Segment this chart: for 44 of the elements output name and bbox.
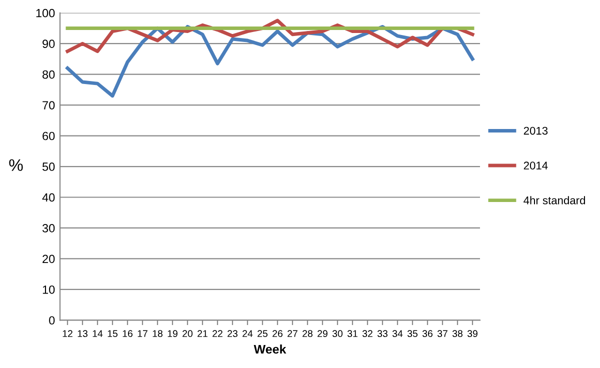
x-tick-label: 31: [347, 330, 358, 338]
x-tick-label: 13: [78, 330, 88, 338]
x-tick-label: 21: [198, 330, 208, 337]
y-axis-title: %: [9, 159, 23, 171]
legend-label: 2014: [524, 162, 548, 170]
x-tick-label: 16: [122, 330, 132, 338]
x-tick-label: 29: [318, 330, 328, 338]
y-tick-label: 30: [42, 224, 55, 232]
x-tick-label: 19: [168, 330, 178, 338]
x-tick-label: 36: [422, 330, 432, 338]
x-tick-label: 26: [272, 330, 282, 338]
x-tick-label: 35: [407, 330, 418, 338]
x-tick-label: 17: [138, 330, 148, 337]
x-tick-label: 25: [258, 330, 268, 338]
x-tick-label: 33: [377, 330, 388, 338]
x-axis-title: Week: [254, 344, 286, 354]
y-tick-label: 80: [42, 70, 55, 79]
x-tick-label: 32: [362, 330, 372, 338]
y-tick-label: 90: [42, 40, 55, 48]
x-tick-label: 12: [62, 330, 72, 337]
x-tick-label: 24: [242, 330, 253, 337]
x-tick-label: 34: [392, 330, 403, 338]
x-tick-label: 15: [108, 330, 118, 338]
x-tick-label: 22: [212, 330, 222, 337]
y-tick-label: 0: [49, 316, 55, 325]
x-tick-label: 39: [467, 330, 478, 338]
x-tick-label: 38: [452, 330, 462, 338]
y-tick-label: 20: [42, 254, 55, 264]
y-tick-label: 70: [42, 101, 55, 110]
x-tick-label: 37: [437, 330, 448, 338]
x-tick-label: 27: [288, 330, 298, 337]
y-tick-label: 10: [42, 285, 55, 294]
y-tick-label: 60: [42, 132, 55, 140]
y-tick-label: 40: [42, 193, 55, 202]
y-tick-label: 100: [36, 8, 55, 18]
legend-label: 2013: [524, 126, 548, 135]
x-tick-label: 30: [332, 330, 343, 338]
x-tick-label: 20: [182, 330, 193, 338]
x-tick-label: 14: [92, 330, 103, 337]
legend-label: 4hr standard: [524, 196, 586, 204]
x-tick-label: 23: [228, 330, 238, 338]
x-tick-label: 28: [302, 330, 312, 338]
x-tick-label: 18: [152, 330, 162, 338]
y-tick-label: 50: [42, 162, 55, 171]
